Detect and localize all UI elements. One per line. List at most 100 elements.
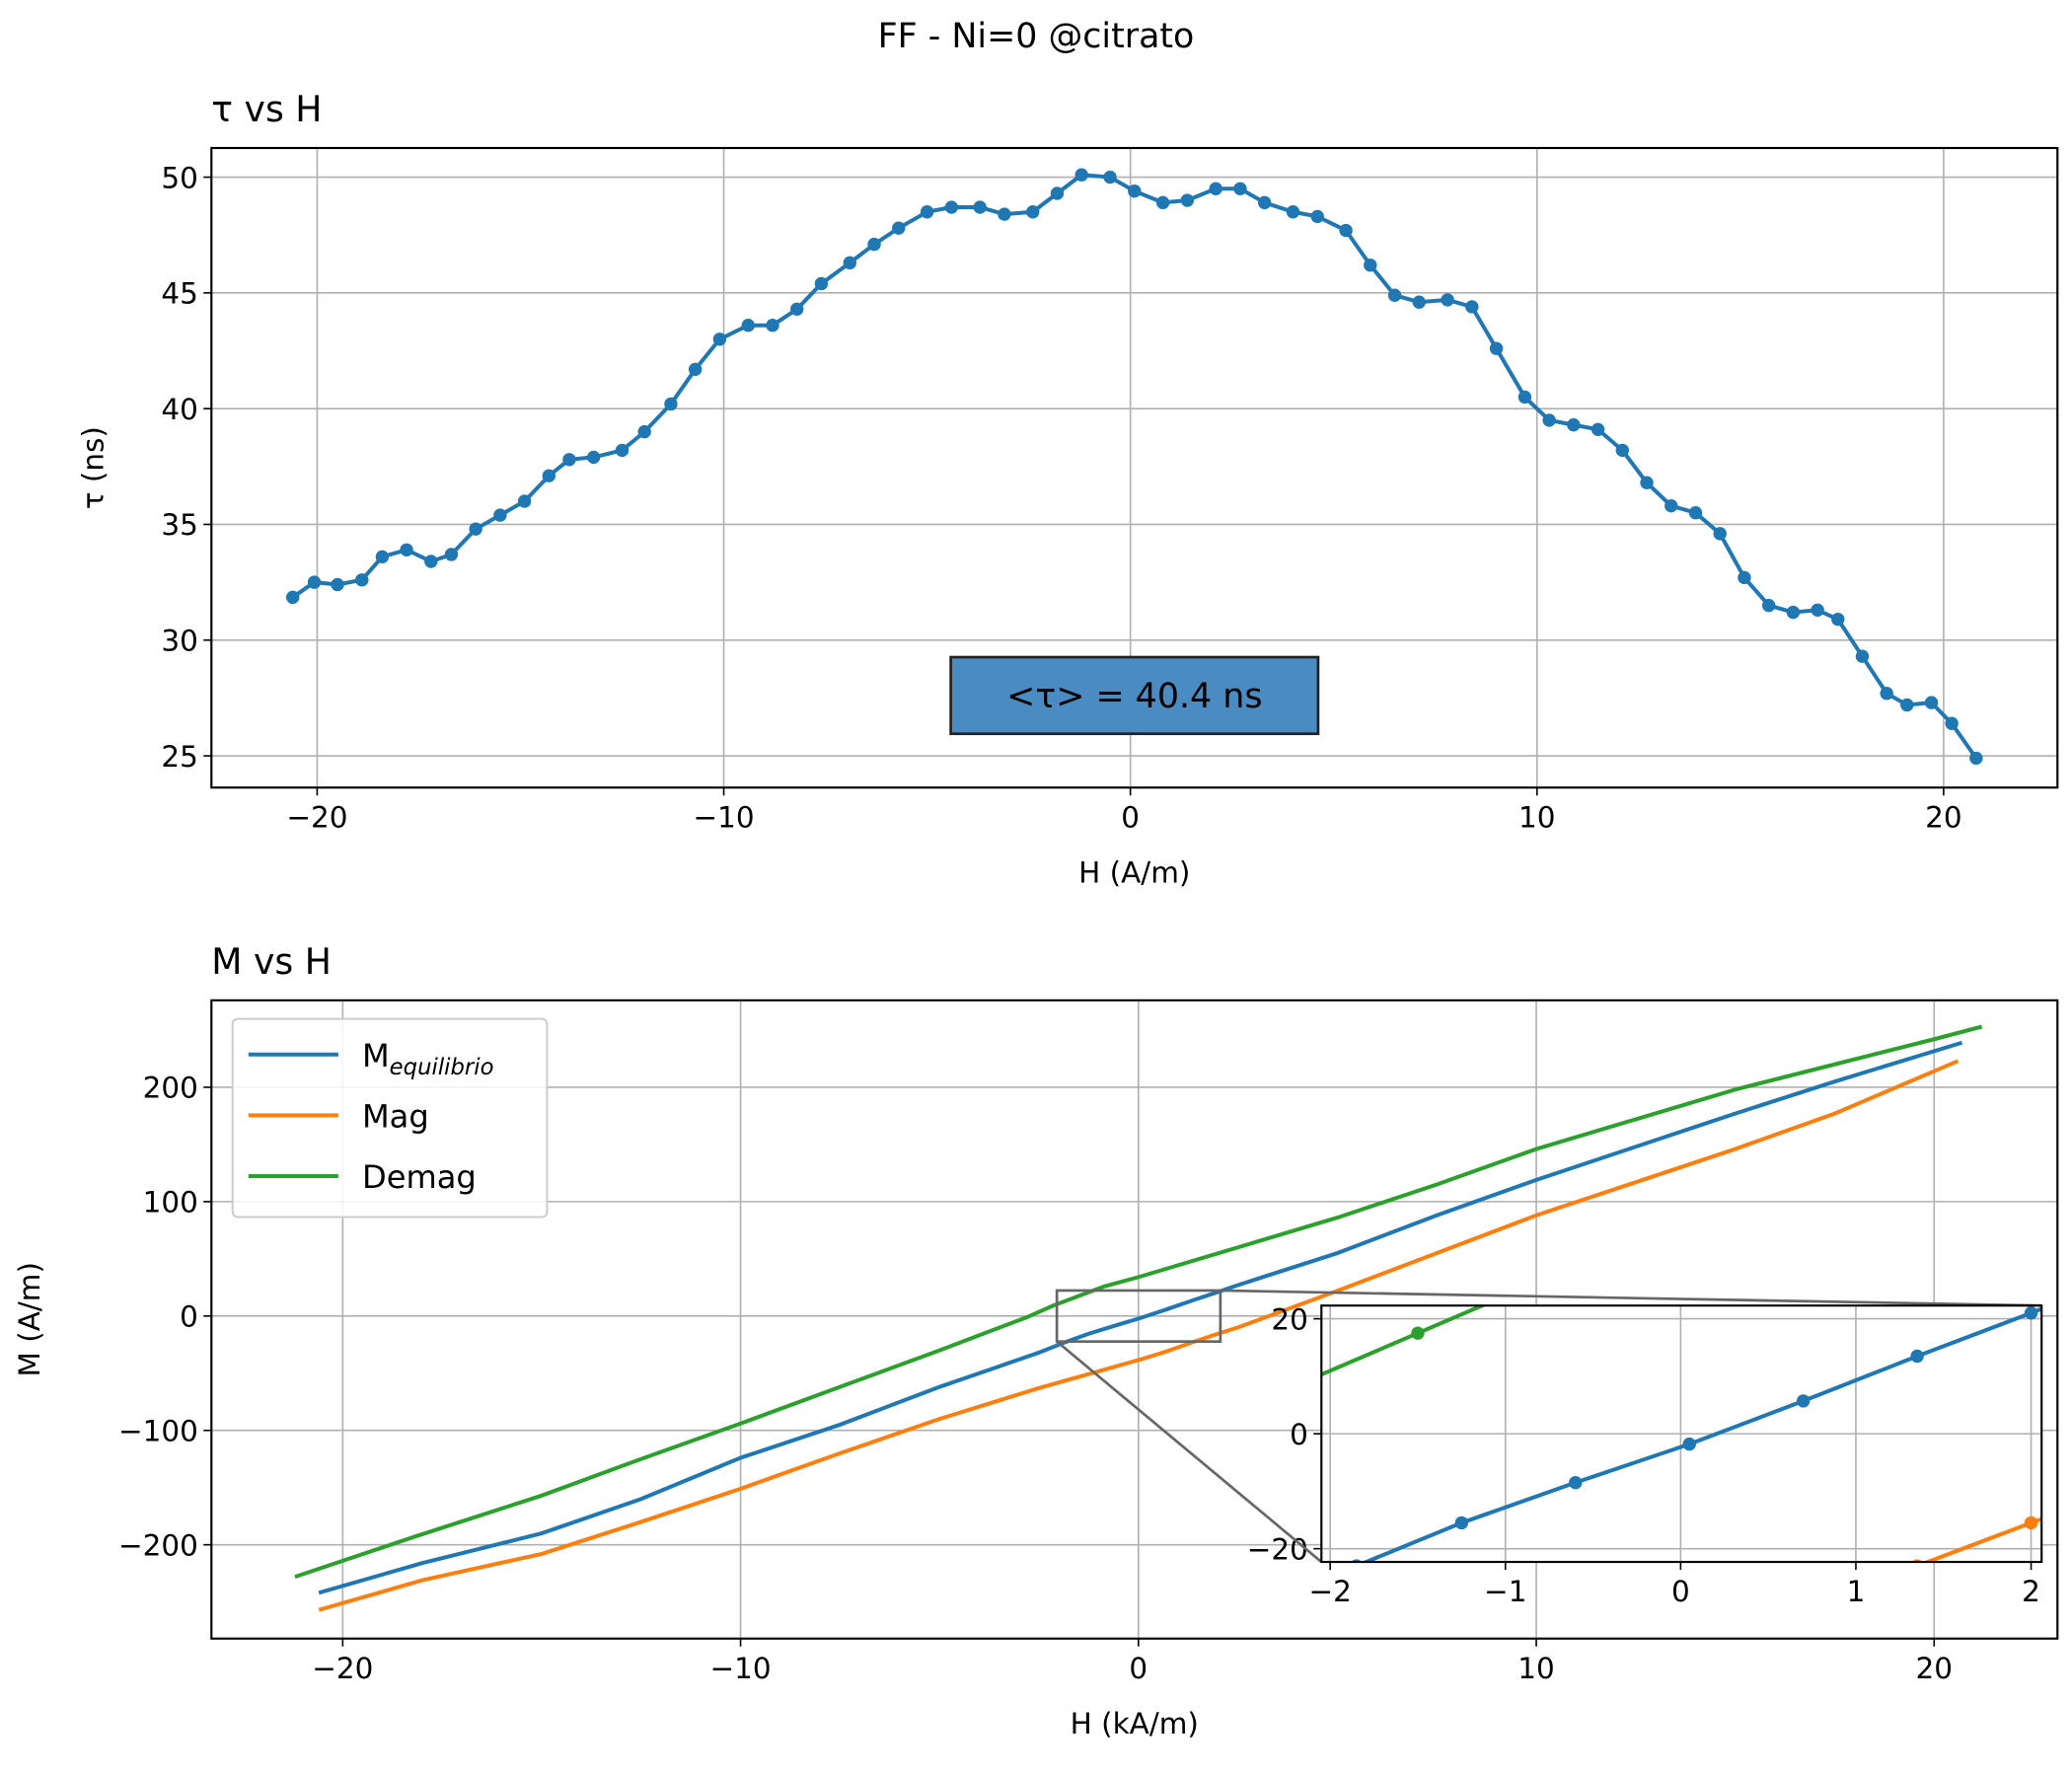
data-point <box>1286 205 1300 219</box>
data-point <box>493 508 507 522</box>
data-point <box>1465 300 1479 314</box>
y-tick-label: 35 <box>161 508 197 542</box>
x-tick-label: −20 <box>312 1652 373 1685</box>
data-point <box>1387 288 1402 302</box>
data-point <box>1233 182 1247 195</box>
axes-title: τ vs H <box>211 88 322 130</box>
data-point <box>1665 499 1678 513</box>
data-point <box>1880 687 1893 701</box>
data-point <box>1713 527 1727 541</box>
data-point <box>469 522 482 536</box>
data-point <box>1910 1349 1924 1364</box>
data-point <box>1567 417 1581 432</box>
y-tick-label: 40 <box>161 393 197 426</box>
x-tick-label: −2 <box>1308 1575 1351 1608</box>
y-tick-label: −20 <box>1247 1532 1308 1566</box>
y-tick-label: 25 <box>161 740 197 774</box>
data-point <box>843 256 856 270</box>
data-point <box>1640 476 1654 489</box>
data-point <box>400 543 413 556</box>
x-tick-label: −1 <box>1484 1575 1526 1608</box>
y-tick-label: −200 <box>118 1528 198 1562</box>
series-group <box>318 1040 1963 1595</box>
y-tick-label: 200 <box>143 1072 198 1105</box>
data-point <box>2024 1306 2038 1320</box>
data-point <box>920 205 934 219</box>
data-point <box>2024 1516 2038 1530</box>
data-point <box>1615 443 1630 458</box>
data-point <box>444 548 459 561</box>
zoom-box <box>1055 1289 1222 1343</box>
data-point <box>973 200 987 214</box>
annotation-box <box>949 655 1320 736</box>
y-tick-label: 0 <box>180 1300 198 1334</box>
y-tick-label: −100 <box>118 1414 198 1447</box>
series-line <box>318 1059 1960 1612</box>
y-axis-label: M (A/m) <box>13 1262 46 1377</box>
legend-box <box>231 1017 549 1219</box>
data-point <box>1310 209 1324 224</box>
data-point <box>562 453 576 467</box>
data-point <box>1855 649 1870 663</box>
data-point <box>1128 184 1142 198</box>
data-point <box>1441 293 1454 307</box>
data-point <box>1411 1326 1425 1340</box>
data-point <box>1412 295 1426 309</box>
data-point <box>1257 195 1272 210</box>
x-tick-label: 2 <box>2022 1575 2040 1608</box>
data-point <box>1786 605 1801 620</box>
legend-label: Demag <box>362 1158 477 1196</box>
data-point <box>998 207 1011 221</box>
x-tick-label: 20 <box>1916 1652 1953 1685</box>
x-axis-label: H (A/m) <box>1078 856 1190 890</box>
data-point <box>1591 422 1605 436</box>
data-point <box>1074 168 1088 182</box>
series-line <box>294 1024 1983 1580</box>
data-point <box>307 575 322 589</box>
series-line <box>318 1040 1963 1595</box>
data-point <box>1796 1394 1811 1408</box>
data-point <box>1489 341 1504 355</box>
axes-title: M vs H <box>211 940 332 983</box>
y-tick-label: 30 <box>161 624 197 657</box>
y-tick-label: 100 <box>143 1186 198 1220</box>
data-point <box>1517 390 1532 405</box>
data-point <box>766 319 779 333</box>
x-tick-label: −10 <box>693 800 754 834</box>
data-point <box>664 397 678 411</box>
annotation: <τ> = 40.4 ns <box>1006 677 1262 716</box>
x-tick-label: −10 <box>709 1652 771 1685</box>
data-point <box>1364 259 1377 272</box>
data-point <box>944 200 959 214</box>
data-point <box>1103 170 1117 185</box>
data-point <box>1688 506 1703 520</box>
data-point <box>1683 1646 1696 1659</box>
data-point <box>1924 696 1939 709</box>
data-point <box>1026 205 1040 219</box>
data-point <box>892 221 906 235</box>
data-point <box>1569 1475 1583 1490</box>
data-point <box>586 450 601 465</box>
x-tick-label: 0 <box>1129 1652 1147 1685</box>
data-point <box>867 237 881 252</box>
data-point <box>1339 223 1353 238</box>
data-point <box>542 469 556 482</box>
data-point <box>615 443 629 458</box>
zoom-connector <box>1056 1340 1323 1564</box>
y-tick-label: 50 <box>161 161 197 194</box>
data-point <box>790 302 804 316</box>
data-point <box>331 577 344 592</box>
data-point <box>1761 598 1776 613</box>
data-point <box>1831 612 1845 627</box>
y-tick-label: 45 <box>161 277 197 311</box>
x-axis-label: H (kA/m) <box>1071 1707 1199 1740</box>
series-group <box>294 1024 1983 1580</box>
data-point <box>1180 193 1195 207</box>
x-tick-label: 1 <box>1847 1575 1866 1608</box>
data-point <box>355 573 369 587</box>
suptitle: FF - Ni=0 @citrato <box>878 17 1195 56</box>
x-tick-label: 0 <box>1121 800 1140 834</box>
